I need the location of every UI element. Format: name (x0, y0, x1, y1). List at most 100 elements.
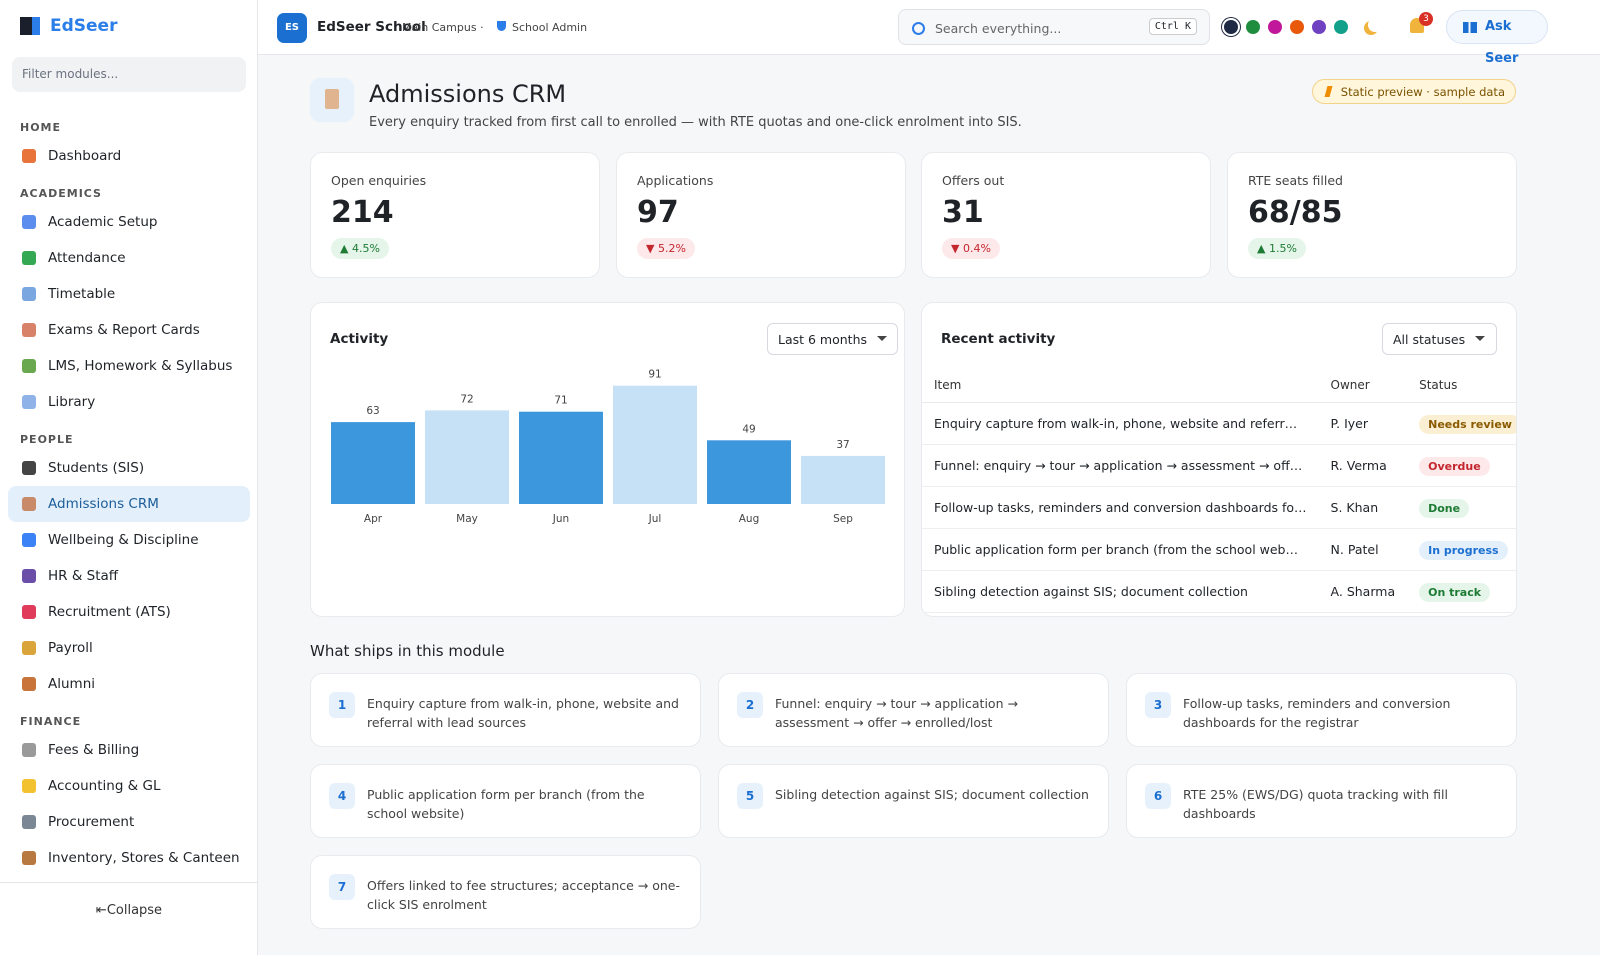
status-select[interactable]: All statuses (1382, 323, 1497, 355)
feature-text: Follow-up tasks, reminders and conversio… (1183, 696, 1451, 730)
bar-value-label: 71 (554, 395, 567, 407)
nav-label: Attendance (48, 250, 126, 266)
item-cell: Public application form per branch (from… (922, 528, 1319, 571)
x-tick-label: Sep (833, 513, 853, 525)
trend-arrow: ▲ (340, 242, 352, 255)
status-pill: On track (1419, 582, 1491, 602)
bar (425, 410, 509, 504)
item-cell: Enquiry capture from walk-in, phone, web… (922, 402, 1319, 445)
nav-item[interactable]: Timetable (8, 276, 250, 312)
header-row: ItemOwnerStatusUp (922, 369, 1516, 403)
theme-dot[interactable] (1268, 20, 1282, 34)
nav-item[interactable]: Inventory, Stores & Canteen (8, 840, 250, 876)
nav-item[interactable]: Recruitment (ATS) (8, 594, 250, 630)
feature-number: 6 (1145, 783, 1171, 809)
feature-number: 7 (329, 874, 355, 900)
nav-label: Admissions CRM (48, 496, 159, 512)
page-subtitle: Every enquiry tracked from first call to… (369, 115, 1022, 130)
nav-item[interactable]: Accounting & GL (8, 768, 250, 804)
status-cell: On track (1407, 570, 1516, 613)
bar-value-label: 49 (742, 423, 755, 435)
nav-item[interactable]: Alumni (8, 666, 250, 702)
shortcut: Ctrl K (1148, 18, 1197, 35)
nav-item[interactable]: HR & Staff (8, 558, 250, 594)
collapse-button[interactable]: ⇤Collapse (0, 882, 258, 937)
nav-icon (22, 497, 36, 511)
nav-section: ACADEMICS (20, 187, 102, 200)
feature-card: 6 RTE 25% (EWS/DG) quota tracking with fi… (1126, 764, 1517, 838)
table-row[interactable]: Sibling detection against SIS; document … (922, 570, 1516, 613)
search[interactable]: Search everything... Ctrl K (898, 9, 1210, 45)
nav-label: Accounting & GL (48, 778, 161, 794)
kpi-delta: ▼ 0.4% (942, 238, 1000, 259)
nav-section: HOME (20, 121, 62, 134)
nav-icon (22, 743, 36, 757)
nav-section: PEOPLE (20, 433, 74, 446)
nav-icon (22, 533, 36, 547)
table-row[interactable]: Funnel: enquiry → tour → application → a… (922, 444, 1516, 487)
theme-dot[interactable] (1334, 20, 1348, 34)
module-filter[interactable]: Filter modules... (12, 57, 246, 92)
dark-mode-toggle[interactable] (1368, 18, 1382, 32)
delta-value: 5.2% (657, 242, 686, 255)
nav-item[interactable]: Academic Setup (8, 204, 250, 240)
trend-arrow: ▼ (646, 242, 658, 255)
status-pill: In progress (1419, 540, 1508, 560)
nav-item[interactable]: Admissions CRM (8, 486, 250, 522)
nav-item[interactable]: Wellbeing & Discipline (8, 522, 250, 558)
nav-icon (22, 851, 36, 865)
bar-chart: 63 Apr 72 May 71 Jun 91 Jul 49 Aug 37 Sep (331, 369, 885, 525)
theme-dot[interactable] (1246, 20, 1260, 34)
theme-colors (1224, 20, 1348, 34)
theme-dot[interactable] (1224, 20, 1238, 34)
feature-text: Offers linked to fee structures; accepta… (367, 878, 680, 912)
nav-item[interactable]: Payroll (8, 630, 250, 666)
kpi-card: Applications 97 ▼ 5.2% (616, 152, 906, 278)
status-cell: Needs review (1407, 402, 1516, 445)
role[interactable]: School Admin (497, 21, 587, 34)
notifications[interactable]: 3 (1410, 12, 1433, 33)
campus[interactable]: Main Campus · (402, 21, 484, 34)
owner-cell: N. Patel (1318, 528, 1408, 571)
x-tick-label: Jul (648, 513, 662, 525)
nav-item[interactable]: Dashboard (8, 138, 250, 174)
theme-dot[interactable] (1312, 20, 1326, 34)
nav-label: Wellbeing & Discipline (48, 532, 199, 548)
school-logo[interactable]: ES (277, 13, 307, 43)
status-pill: Needs review (1419, 414, 1516, 434)
column-header: Status (1407, 369, 1516, 403)
nav-item[interactable]: Exams & Report Cards (8, 312, 250, 348)
brand[interactable]: EdSeer (20, 16, 117, 36)
nav-label: Timetable (48, 286, 116, 302)
nav-item[interactable]: Procurement (8, 804, 250, 840)
recent-card: Recent activity All statuses Item Owner St… (921, 302, 1517, 617)
delta-value: 1.5% (1268, 242, 1297, 255)
nav-label: Alumni (48, 676, 95, 692)
range-select[interactable]: Last 6 months (767, 323, 899, 355)
table-row[interactable]: Follow-up tasks, reminders and conversio… (922, 486, 1516, 529)
x-tick-label: May (456, 513, 478, 525)
nav-item[interactable]: Students (SIS) (8, 450, 250, 486)
table-row[interactable]: Public application form per branch (from… (922, 528, 1516, 571)
nav-icon (22, 605, 36, 619)
nav-icon (22, 779, 36, 793)
nav-item[interactable]: Attendance (8, 240, 250, 276)
nav-icon (22, 359, 36, 373)
owner-cell: R. Verma (1318, 444, 1408, 487)
feature-card: 4 Public application form per branch (fro… (310, 764, 701, 838)
bar (519, 411, 603, 504)
school-name[interactable]: EdSeer School (317, 19, 426, 35)
table-row[interactable]: Enquiry capture from walk-in, phone, web… (922, 402, 1516, 445)
nav-item[interactable]: Library (8, 384, 250, 420)
ask-button[interactable]: Ask Seer (1446, 10, 1548, 66)
feature-number: 5 (737, 783, 763, 809)
nav-item[interactable]: LMS, Homework & Syllabus (8, 348, 250, 384)
feature-text: RTE 25% (EWS/DG) quota tracking with fil… (1183, 787, 1448, 821)
nav-item[interactable]: Fees & Billing (8, 732, 250, 768)
theme-dot[interactable] (1290, 20, 1304, 34)
nav-label: Dashboard (48, 148, 122, 164)
nav-label: LMS, Homework & Syllabus (48, 358, 233, 374)
feature-card: 2 Funnel: enquiry → tour → application → … (718, 673, 1109, 747)
